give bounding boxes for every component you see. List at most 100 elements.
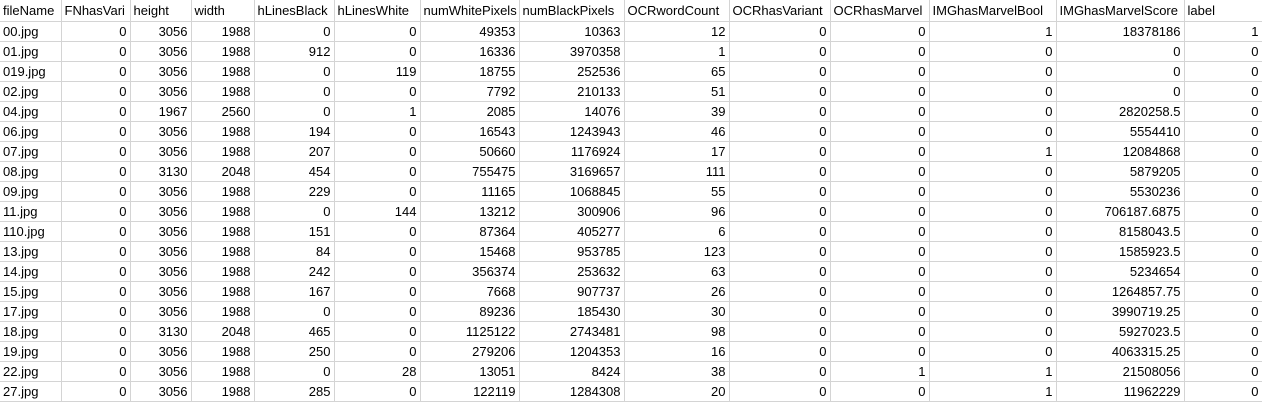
data-cell[interactable]: 0 bbox=[254, 61, 335, 82]
data-cell[interactable]: 50660 bbox=[420, 141, 520, 162]
data-cell[interactable]: 65 bbox=[624, 61, 730, 82]
data-cell[interactable]: 0 bbox=[61, 81, 131, 102]
data-cell[interactable]: 0 bbox=[334, 381, 421, 402]
header-cell[interactable]: label bbox=[1184, 0, 1262, 22]
data-cell[interactable]: 1988 bbox=[191, 341, 255, 362]
data-cell[interactable]: 1068845 bbox=[519, 181, 625, 202]
data-cell[interactable]: 3056 bbox=[130, 141, 192, 162]
data-cell[interactable]: 0 bbox=[61, 161, 131, 182]
data-cell[interactable]: 0 bbox=[729, 61, 831, 82]
data-cell[interactable]: 14076 bbox=[519, 101, 625, 122]
data-cell[interactable]: 0 bbox=[1184, 341, 1262, 362]
data-cell[interactable]: 0 bbox=[61, 281, 131, 302]
data-cell[interactable]: 2560 bbox=[191, 101, 255, 122]
filename-cell[interactable]: 00.jpg bbox=[0, 21, 62, 42]
data-cell[interactable]: 0 bbox=[61, 321, 131, 342]
data-cell[interactable]: 0 bbox=[929, 81, 1057, 102]
header-cell[interactable]: width bbox=[191, 0, 255, 22]
data-cell[interactable]: 1988 bbox=[191, 221, 255, 242]
data-cell[interactable]: 0 bbox=[61, 121, 131, 142]
data-cell[interactable]: 1988 bbox=[191, 121, 255, 142]
data-cell[interactable]: 454 bbox=[254, 161, 335, 182]
data-cell[interactable]: 0 bbox=[929, 61, 1057, 82]
data-cell[interactable]: 3056 bbox=[130, 181, 192, 202]
data-cell[interactable]: 0 bbox=[1184, 261, 1262, 282]
data-cell[interactable]: 0 bbox=[729, 161, 831, 182]
data-cell[interactable]: 3056 bbox=[130, 241, 192, 262]
data-cell[interactable]: 3056 bbox=[130, 361, 192, 382]
data-cell[interactable]: 0 bbox=[830, 221, 930, 242]
data-cell[interactable]: 1988 bbox=[191, 261, 255, 282]
data-cell[interactable]: 55 bbox=[624, 181, 730, 202]
data-cell[interactable]: 1988 bbox=[191, 381, 255, 402]
data-cell[interactable]: 0 bbox=[830, 201, 930, 222]
data-cell[interactable]: 3056 bbox=[130, 381, 192, 402]
data-cell[interactable]: 98 bbox=[624, 321, 730, 342]
data-cell[interactable]: 0 bbox=[61, 361, 131, 382]
data-cell[interactable]: 0 bbox=[334, 141, 421, 162]
data-cell[interactable]: 2048 bbox=[191, 321, 255, 342]
header-cell[interactable]: height bbox=[130, 0, 192, 22]
data-cell[interactable]: 16336 bbox=[420, 41, 520, 62]
data-cell[interactable]: 0 bbox=[334, 41, 421, 62]
data-cell[interactable]: 0 bbox=[334, 221, 421, 242]
data-cell[interactable]: 10363 bbox=[519, 21, 625, 42]
data-cell[interactable]: 0 bbox=[929, 201, 1057, 222]
data-cell[interactable]: 3056 bbox=[130, 61, 192, 82]
data-cell[interactable]: 3056 bbox=[130, 21, 192, 42]
data-cell[interactable]: 0 bbox=[1184, 221, 1262, 242]
data-cell[interactable]: 2048 bbox=[191, 161, 255, 182]
data-cell[interactable]: 167 bbox=[254, 281, 335, 302]
data-cell[interactable]: 1 bbox=[929, 141, 1057, 162]
data-cell[interactable]: 0 bbox=[254, 201, 335, 222]
data-cell[interactable]: 0 bbox=[830, 281, 930, 302]
data-cell[interactable]: 0 bbox=[1056, 81, 1185, 102]
filename-cell[interactable]: 17.jpg bbox=[0, 301, 62, 322]
data-cell[interactable]: 1 bbox=[334, 101, 421, 122]
filename-cell[interactable]: 19.jpg bbox=[0, 341, 62, 362]
filename-cell[interactable]: 15.jpg bbox=[0, 281, 62, 302]
data-cell[interactable]: 1988 bbox=[191, 281, 255, 302]
data-cell[interactable]: 0 bbox=[334, 281, 421, 302]
data-cell[interactable]: 0 bbox=[830, 81, 930, 102]
data-cell[interactable]: 1988 bbox=[191, 201, 255, 222]
data-cell[interactable]: 3130 bbox=[130, 161, 192, 182]
data-cell[interactable]: 4063315.25 bbox=[1056, 341, 1185, 362]
data-cell[interactable]: 0 bbox=[334, 241, 421, 262]
data-cell[interactable]: 1 bbox=[929, 21, 1057, 42]
data-cell[interactable]: 0 bbox=[729, 41, 831, 62]
data-cell[interactable]: 1 bbox=[830, 361, 930, 382]
data-cell[interactable]: 39 bbox=[624, 101, 730, 122]
filename-cell[interactable]: 22.jpg bbox=[0, 361, 62, 382]
data-cell[interactable]: 0 bbox=[929, 181, 1057, 202]
data-cell[interactable]: 0 bbox=[254, 81, 335, 102]
data-cell[interactable]: 0 bbox=[830, 181, 930, 202]
data-cell[interactable]: 0 bbox=[61, 181, 131, 202]
data-cell[interactable]: 46 bbox=[624, 121, 730, 142]
data-cell[interactable]: 755475 bbox=[420, 161, 520, 182]
header-cell[interactable]: numWhitePixels bbox=[420, 0, 520, 22]
data-cell[interactable]: 0 bbox=[929, 161, 1057, 182]
header-cell[interactable]: numBlackPixels bbox=[519, 0, 625, 22]
data-cell[interactable]: 0 bbox=[1184, 201, 1262, 222]
data-cell[interactable]: 8424 bbox=[519, 361, 625, 382]
data-cell[interactable]: 21508056 bbox=[1056, 361, 1185, 382]
data-cell[interactable]: 5927023.5 bbox=[1056, 321, 1185, 342]
data-cell[interactable]: 1988 bbox=[191, 21, 255, 42]
data-cell[interactable]: 0 bbox=[334, 161, 421, 182]
data-cell[interactable]: 0 bbox=[729, 221, 831, 242]
data-cell[interactable]: 5234654 bbox=[1056, 261, 1185, 282]
data-cell[interactable]: 465 bbox=[254, 321, 335, 342]
data-cell[interactable]: 0 bbox=[929, 221, 1057, 242]
data-cell[interactable]: 1988 bbox=[191, 41, 255, 62]
data-cell[interactable]: 0 bbox=[334, 121, 421, 142]
data-cell[interactable]: 185430 bbox=[519, 301, 625, 322]
data-cell[interactable]: 89236 bbox=[420, 301, 520, 322]
data-cell[interactable]: 0 bbox=[729, 181, 831, 202]
data-cell[interactable]: 18755 bbox=[420, 61, 520, 82]
data-cell[interactable]: 11962229 bbox=[1056, 381, 1185, 402]
data-cell[interactable]: 0 bbox=[929, 41, 1057, 62]
data-cell[interactable]: 111 bbox=[624, 161, 730, 182]
data-cell[interactable]: 12 bbox=[624, 21, 730, 42]
data-cell[interactable]: 0 bbox=[729, 261, 831, 282]
